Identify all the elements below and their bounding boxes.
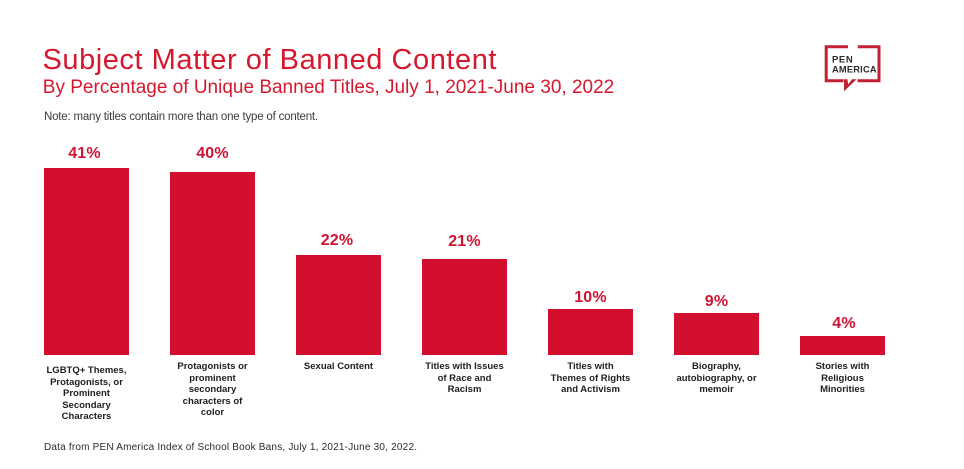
svg-text:AMERICA: AMERICA <box>832 65 877 75</box>
svg-text:PEN: PEN <box>832 55 853 66</box>
